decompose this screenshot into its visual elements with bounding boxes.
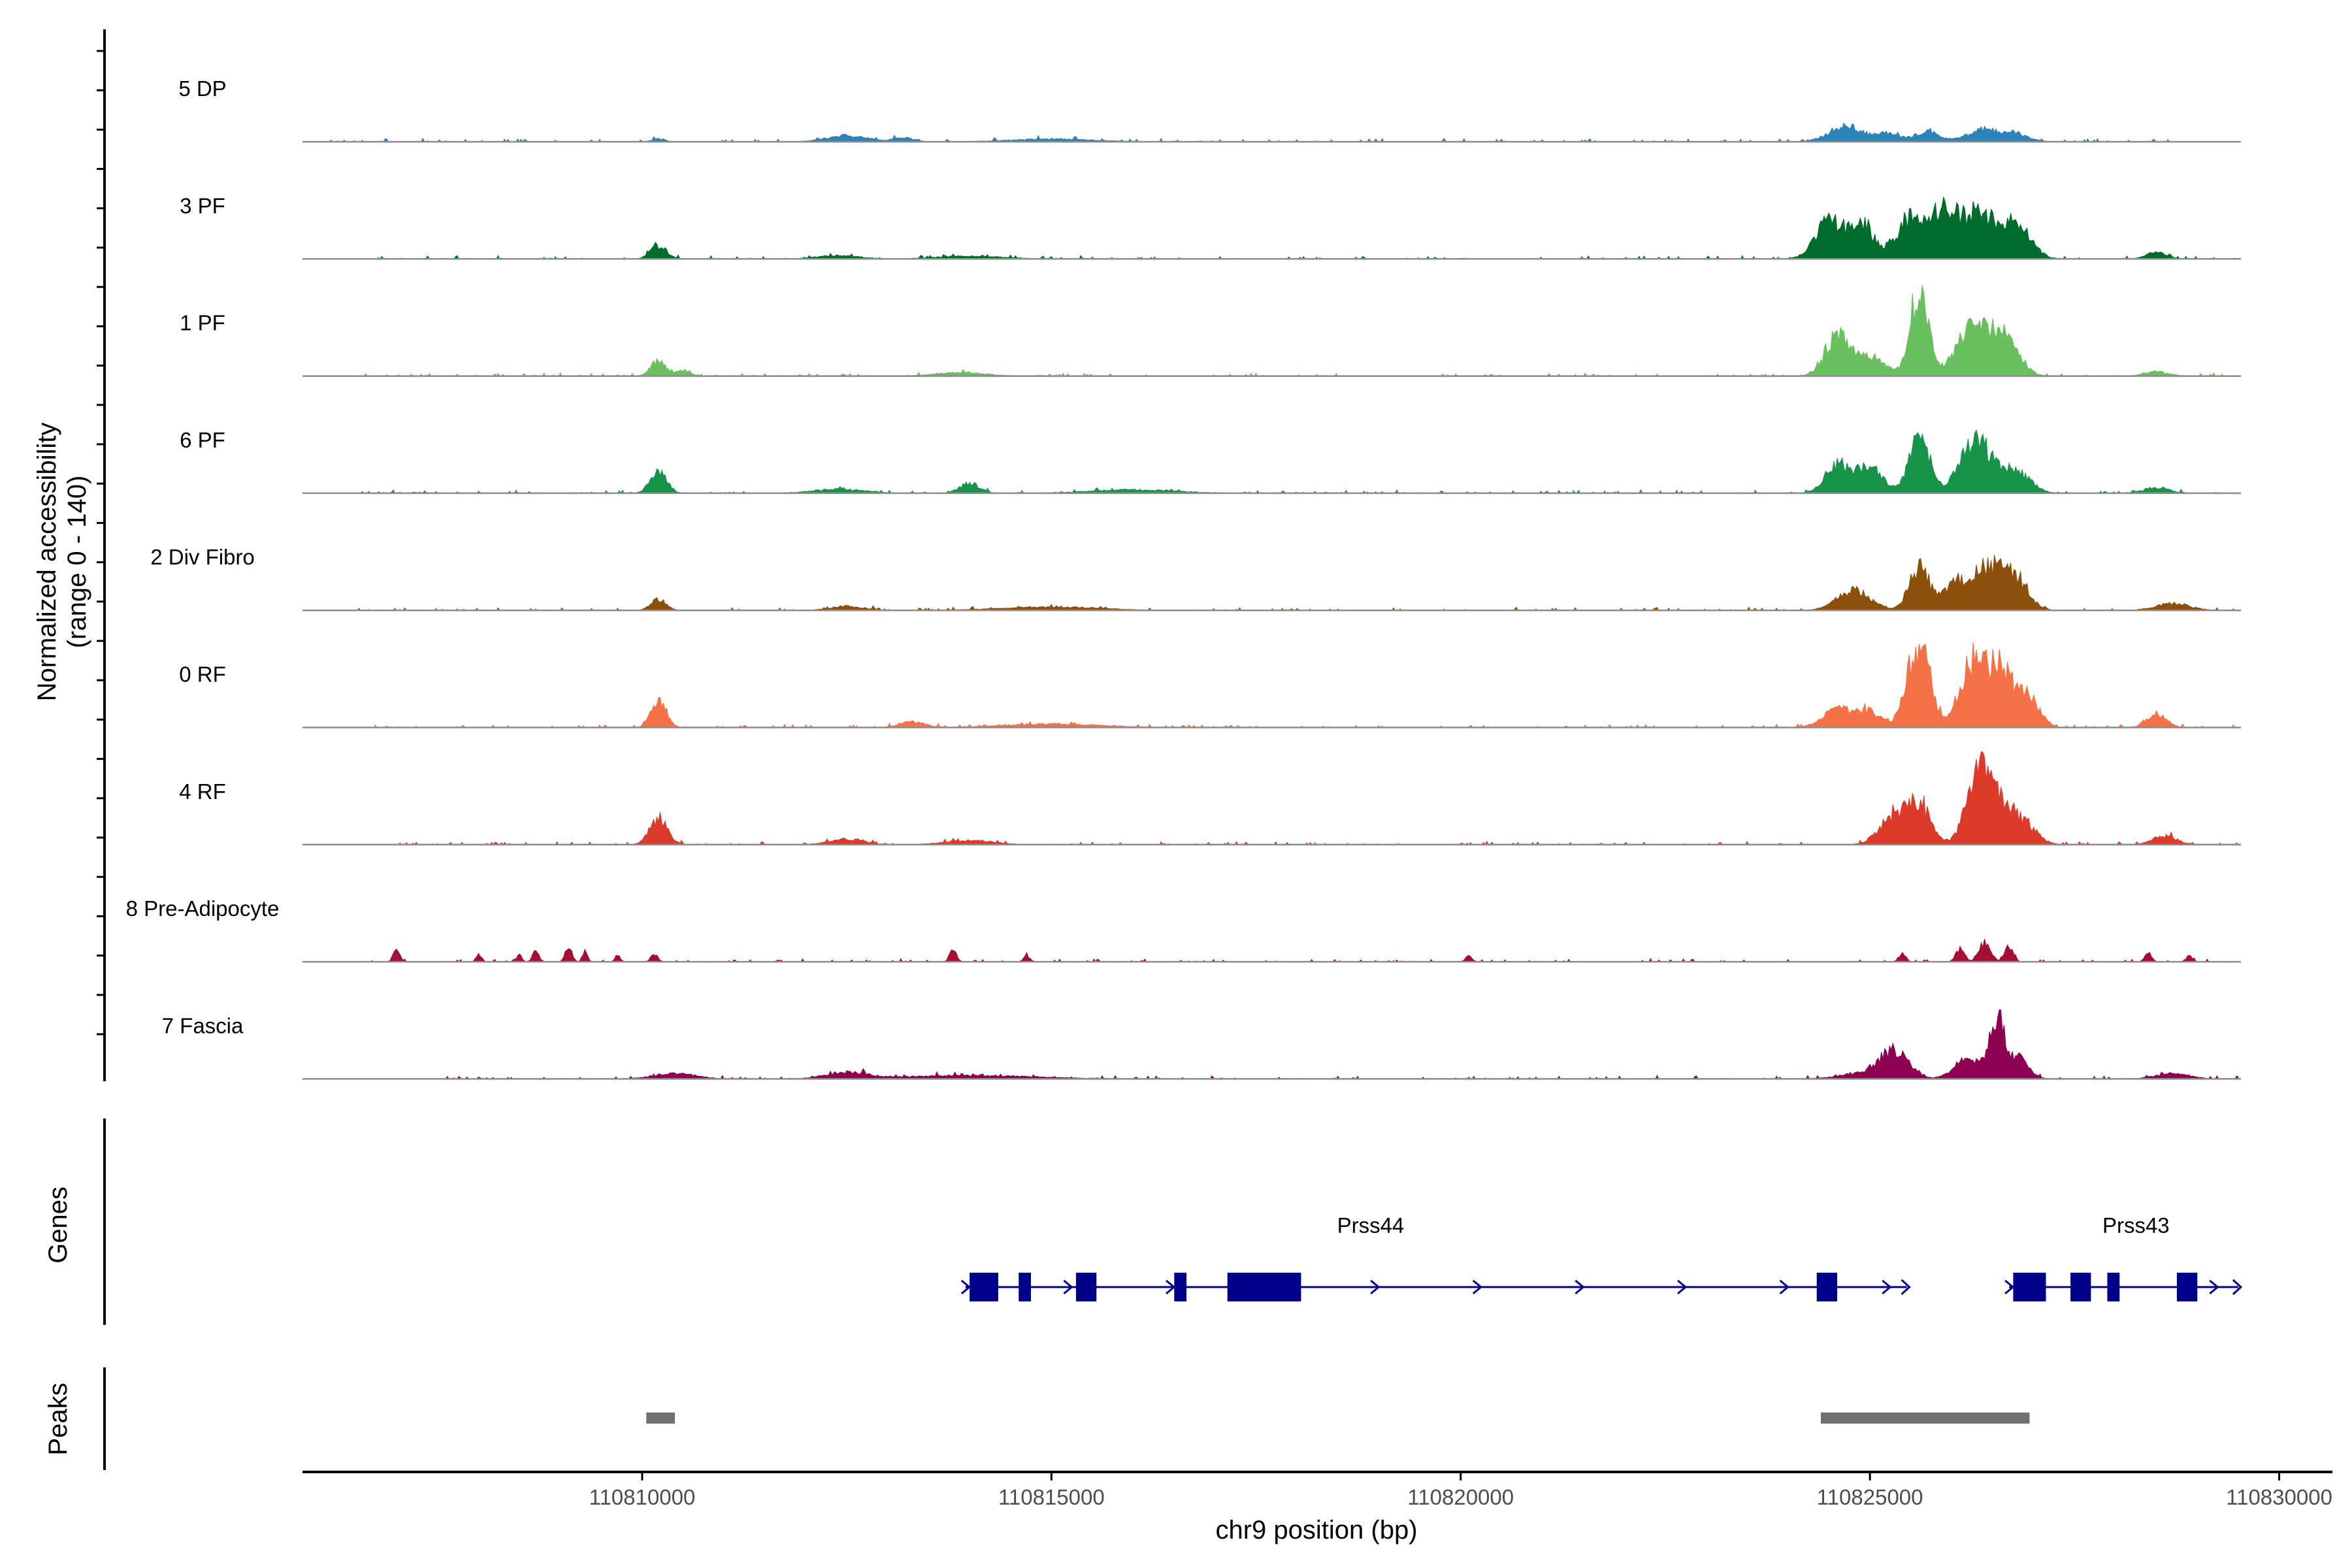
y-axis-label: Normalized accessibility(range 0 - 140) (33, 423, 91, 702)
genes-track: Genes Prss44 Prss43 (44, 1119, 2243, 1325)
track: 6 PF (180, 428, 2241, 495)
y-axis-label-line: Normalized accessibility (33, 423, 61, 702)
coverage-area (355, 555, 2238, 611)
x-tick-label: 110825000 (1817, 1485, 1923, 1509)
coverage-tracks: 5 DP 3 PF 1 PF 6 PF 2 Div Fibro 0 RF 4 RF 8 Pre… (126, 76, 2241, 1080)
track-label: 6 PF (180, 428, 225, 452)
strand-arrow (1677, 1279, 1688, 1295)
track-label: 0 RF (179, 662, 226, 687)
y-axis-label-line: (range 0 - 140) (63, 476, 91, 649)
peaks-track-label: Peaks (44, 1382, 73, 1455)
exon (1075, 1273, 1097, 1301)
peak-region (1820, 1413, 2030, 1424)
x-tick-label: 110820000 (1407, 1485, 1514, 1509)
track: 2 Div Fibro (150, 545, 2241, 612)
coverage-area (437, 1009, 2239, 1080)
exon (970, 1273, 998, 1301)
strand-arrow (1575, 1279, 1585, 1295)
x-axis-label: chr9 position (bp) (1215, 1516, 1417, 1544)
coverage-area (355, 429, 2238, 494)
peak-region (646, 1413, 676, 1424)
gene: Prss43 (2004, 1213, 2243, 1301)
strand-arrow (2232, 1279, 2243, 1296)
strand-arrow (2209, 1279, 2219, 1295)
gene: Prss44 (960, 1213, 1911, 1301)
coverage-area (355, 938, 2238, 963)
x-tick-label: 110815000 (998, 1485, 1105, 1509)
track: 5 DP (178, 76, 2241, 143)
strand-arrow (1472, 1279, 1483, 1295)
coverage-area (355, 642, 2238, 728)
exon (2070, 1273, 2091, 1301)
x-tick-label: 110830000 (2226, 1485, 2332, 1509)
track-label: 8 Pre-Adipocyte (126, 896, 280, 921)
strand-arrow (1901, 1279, 1911, 1296)
strand-arrow (1882, 1279, 1892, 1295)
exon (1019, 1273, 1032, 1301)
track: 7 Fascia (162, 1009, 2241, 1080)
track: 1 PF (180, 285, 2241, 377)
exon (2107, 1273, 2120, 1301)
track-label: 7 Fascia (162, 1013, 244, 1037)
strand-arrow (1779, 1279, 1789, 1295)
strand-arrow (1166, 1279, 1176, 1295)
strand-arrow (960, 1279, 972, 1295)
coverage-area (355, 285, 2238, 377)
strand-arrow (1370, 1279, 1380, 1295)
exon (1816, 1273, 1838, 1301)
track-label: 4 RF (179, 779, 226, 804)
strand-arrow (1063, 1279, 1073, 1295)
track: 3 PF (180, 193, 2241, 260)
track-label: 3 PF (180, 193, 225, 218)
track-label: 2 Div Fibro (150, 545, 255, 569)
exon (2176, 1273, 2198, 1301)
track: 0 RF (179, 642, 2241, 728)
coverage-area (314, 122, 2238, 142)
exon (2013, 1273, 2046, 1301)
exon (1174, 1273, 1187, 1301)
strand-arrow (2004, 1279, 2015, 1295)
genes-track-label: Genes (44, 1186, 73, 1264)
gene-name: Prss43 (2102, 1213, 2170, 1237)
track-label: 5 DP (178, 76, 226, 101)
peaks-track: Peaks (44, 1367, 2030, 1470)
y-axis (97, 29, 106, 1081)
x-tick-label: 110810000 (589, 1485, 696, 1509)
gene-name: Prss44 (1337, 1213, 1405, 1237)
track: 4 RF (179, 751, 2241, 846)
x-axis: 110810000 110815000 110820000 110825000 1108… (302, 1471, 2332, 1544)
exon (1227, 1273, 1301, 1301)
track-label: 1 PF (180, 311, 225, 335)
coverage-area (355, 197, 2238, 260)
coverage-area (355, 751, 2240, 845)
track: 8 Pre-Adipocyte (126, 896, 2241, 963)
